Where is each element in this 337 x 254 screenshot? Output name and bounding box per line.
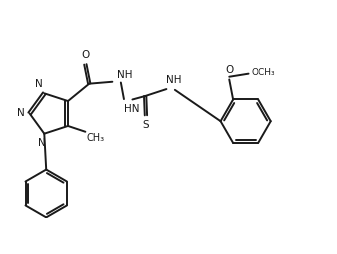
Text: N: N (17, 108, 25, 119)
Text: NH: NH (166, 75, 182, 85)
Text: OCH₃: OCH₃ (252, 68, 275, 77)
Text: O: O (81, 50, 90, 60)
Text: N: N (35, 80, 42, 89)
Text: O: O (225, 65, 234, 75)
Text: N: N (38, 137, 46, 148)
Text: S: S (143, 120, 149, 130)
Text: HN: HN (124, 104, 140, 114)
Text: NH: NH (117, 70, 132, 80)
Text: CH₃: CH₃ (87, 133, 105, 142)
